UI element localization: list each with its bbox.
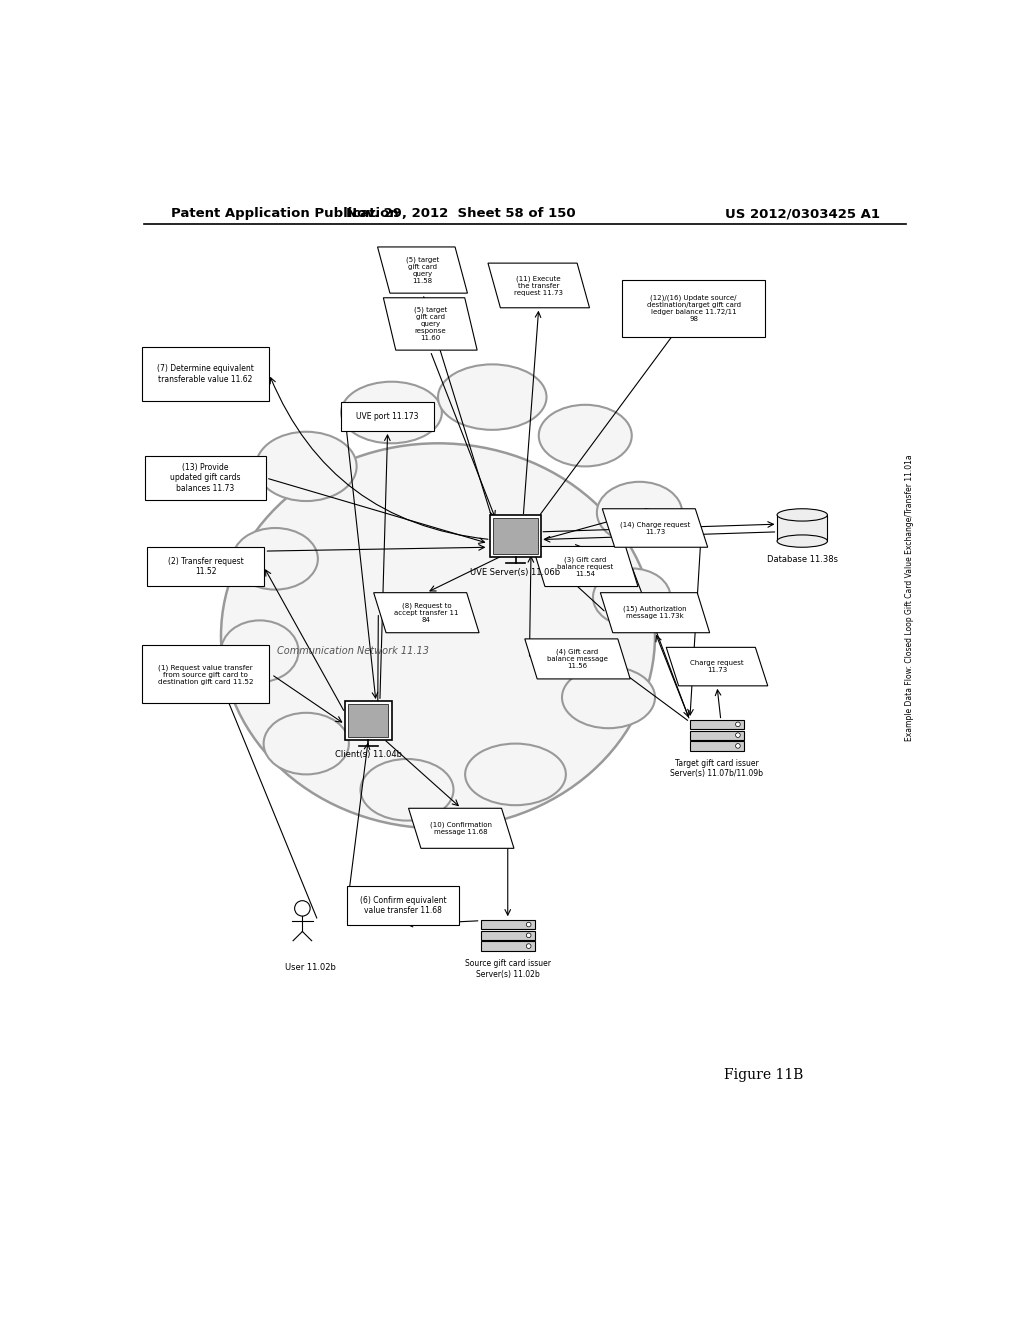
Ellipse shape bbox=[256, 432, 356, 502]
Text: (15) Authorization
message 11.73k: (15) Authorization message 11.73k bbox=[624, 606, 687, 619]
Ellipse shape bbox=[263, 713, 349, 775]
Text: UVE Server(s) 11.06b: UVE Server(s) 11.06b bbox=[470, 568, 560, 577]
Circle shape bbox=[735, 722, 740, 726]
Text: (5) target
gift card
query
response
11.60: (5) target gift card query response 11.6… bbox=[414, 306, 446, 341]
Text: (10) Confirmation
message 11.68: (10) Confirmation message 11.68 bbox=[430, 821, 493, 836]
Bar bbox=[777, 515, 827, 541]
Circle shape bbox=[526, 933, 531, 937]
Bar bbox=[147, 548, 263, 586]
Ellipse shape bbox=[465, 743, 566, 805]
Bar bbox=[622, 280, 765, 338]
Polygon shape bbox=[532, 546, 638, 586]
Circle shape bbox=[735, 743, 740, 748]
Text: (3) Gift card
balance request
11.54: (3) Gift card balance request 11.54 bbox=[557, 556, 613, 577]
Polygon shape bbox=[374, 593, 479, 632]
Polygon shape bbox=[409, 808, 514, 849]
Text: Nov. 29, 2012  Sheet 58 of 150: Nov. 29, 2012 Sheet 58 of 150 bbox=[346, 207, 577, 220]
Text: User 11.02b: User 11.02b bbox=[285, 964, 336, 972]
Polygon shape bbox=[600, 593, 710, 632]
Text: (8) Request to
accept transfer 11
84: (8) Request to accept transfer 11 84 bbox=[394, 602, 459, 623]
Text: (5) target
gift card
query
11.58: (5) target gift card query 11.58 bbox=[406, 256, 439, 284]
Text: Figure 11B: Figure 11B bbox=[724, 1068, 803, 1081]
Circle shape bbox=[295, 900, 310, 916]
Bar bbox=[345, 701, 391, 739]
Text: (4) Gift card
balance message
11.56: (4) Gift card balance message 11.56 bbox=[547, 648, 608, 669]
Text: (11) Execute
the transfer
request 11.73: (11) Execute the transfer request 11.73 bbox=[514, 275, 563, 296]
Circle shape bbox=[735, 733, 740, 738]
Polygon shape bbox=[378, 247, 467, 293]
Text: Client(s) 11.04b: Client(s) 11.04b bbox=[335, 750, 401, 759]
Ellipse shape bbox=[221, 444, 655, 829]
Text: (13) Provide
updated gift cards
balances 11.73: (13) Provide updated gift cards balances… bbox=[170, 463, 241, 492]
Polygon shape bbox=[602, 508, 708, 548]
Bar bbox=[145, 455, 265, 500]
Text: Target gift card issuer
Server(s) 11.07b/11.09b: Target gift card issuer Server(s) 11.07b… bbox=[671, 759, 764, 779]
Ellipse shape bbox=[539, 405, 632, 466]
Ellipse shape bbox=[777, 508, 827, 521]
Ellipse shape bbox=[562, 667, 655, 729]
Circle shape bbox=[526, 923, 531, 927]
Text: Source gift card issuer
Server(s) 11.02b: Source gift card issuer Server(s) 11.02b bbox=[465, 960, 551, 978]
Text: (6) Confirm equivalent
value transfer 11.68: (6) Confirm equivalent value transfer 11… bbox=[359, 895, 446, 915]
Bar bbox=[141, 645, 269, 704]
Bar bbox=[480, 931, 535, 940]
Ellipse shape bbox=[232, 528, 317, 590]
Text: US 2012/0303425 A1: US 2012/0303425 A1 bbox=[725, 207, 880, 220]
Text: (7) Determine equivalent
transferable value 11.62: (7) Determine equivalent transferable va… bbox=[157, 364, 254, 384]
Bar bbox=[490, 515, 541, 557]
Ellipse shape bbox=[593, 569, 671, 626]
Bar bbox=[341, 401, 434, 430]
Text: (1) Request value transfer
from source gift card to
destination gift card 11.52: (1) Request value transfer from source g… bbox=[158, 664, 253, 685]
Polygon shape bbox=[524, 639, 630, 678]
Bar bbox=[141, 347, 269, 401]
Polygon shape bbox=[383, 298, 477, 350]
Text: Patent Application Publication: Patent Application Publication bbox=[171, 207, 398, 220]
Bar bbox=[690, 719, 744, 729]
Bar bbox=[690, 730, 744, 739]
Text: Communication Network 11.13: Communication Network 11.13 bbox=[276, 647, 429, 656]
Text: (2) Transfer request
11.52: (2) Transfer request 11.52 bbox=[168, 557, 244, 577]
Ellipse shape bbox=[777, 535, 827, 548]
Ellipse shape bbox=[438, 364, 547, 430]
Bar bbox=[494, 517, 538, 554]
Text: Database 11.38s: Database 11.38s bbox=[767, 554, 838, 564]
Bar bbox=[347, 886, 460, 924]
Ellipse shape bbox=[597, 482, 682, 544]
Bar bbox=[690, 742, 744, 751]
Ellipse shape bbox=[360, 759, 454, 821]
Text: (14) Charge request
11.73: (14) Charge request 11.73 bbox=[620, 521, 690, 535]
Bar bbox=[480, 920, 535, 929]
Polygon shape bbox=[667, 647, 768, 686]
Circle shape bbox=[526, 944, 531, 949]
Text: UVE port 11.173: UVE port 11.173 bbox=[356, 412, 419, 421]
Ellipse shape bbox=[221, 620, 299, 682]
Bar bbox=[480, 941, 535, 950]
Text: (12)/(16) Update source/
destination/target gift card
ledger balance 11.72/11
98: (12)/(16) Update source/ destination/tar… bbox=[647, 294, 740, 322]
Text: Example Data Flow: Closed Loop Gift Card Value Exchange/Transfer 11.01a: Example Data Flow: Closed Loop Gift Card… bbox=[904, 454, 913, 741]
Text: Charge request
11.73: Charge request 11.73 bbox=[690, 660, 743, 673]
Polygon shape bbox=[488, 263, 590, 308]
Ellipse shape bbox=[341, 381, 442, 444]
Bar bbox=[348, 705, 388, 737]
